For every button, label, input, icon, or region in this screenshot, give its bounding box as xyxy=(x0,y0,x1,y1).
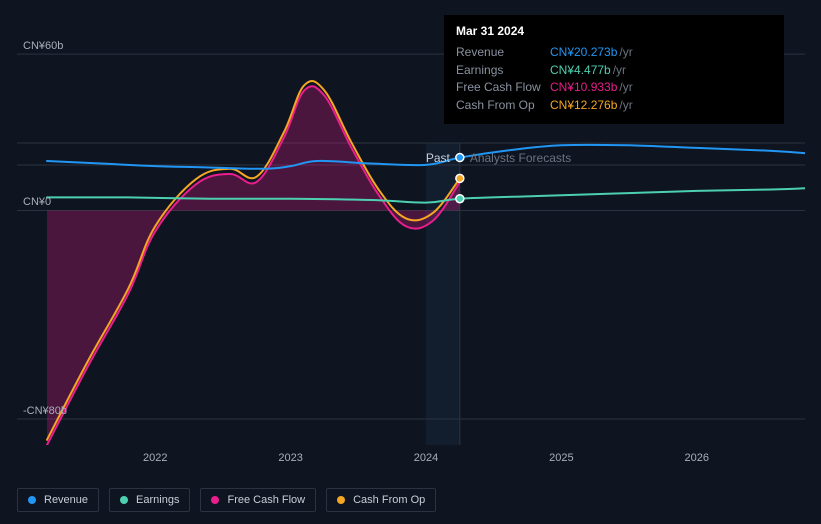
legend-dot-icon xyxy=(28,496,36,504)
financials-chart: Mar 31 2024 Revenue CN¥20.273b /yr Earni… xyxy=(17,15,805,475)
tooltip-label: Revenue xyxy=(456,44,550,61)
tooltip-value: CN¥4.477b xyxy=(550,62,611,79)
x-tick-label: 2024 xyxy=(414,452,438,464)
tooltip-value: CN¥10.933b xyxy=(550,79,617,96)
tooltip-label: Earnings xyxy=(456,62,550,79)
tooltip-unit: /yr xyxy=(619,44,632,61)
tooltip-row-fcf: Free Cash Flow CN¥10.933b /yr xyxy=(456,79,772,96)
legend-dot-icon xyxy=(337,496,345,504)
tooltip-value: CN¥12.276b xyxy=(550,97,617,114)
tooltip-label: Free Cash Flow xyxy=(456,79,550,96)
x-axis-labels: 2022 2023 2024 2025 2026 xyxy=(17,452,805,468)
x-tick-label: 2026 xyxy=(684,452,708,464)
tooltip-unit: /yr xyxy=(619,79,632,96)
chart-legend: Revenue Earnings Free Cash Flow Cash Fro… xyxy=(17,488,436,512)
legend-label: Earnings xyxy=(136,494,179,506)
legend-item-earnings[interactable]: Earnings xyxy=(109,488,190,512)
past-region-label: Past xyxy=(426,151,450,165)
tooltip-title: Mar 31 2024 xyxy=(456,23,772,40)
y-tick-label: CN¥0 xyxy=(23,196,51,208)
legend-dot-icon xyxy=(120,496,128,504)
legend-item-revenue[interactable]: Revenue xyxy=(17,488,99,512)
legend-label: Free Cash Flow xyxy=(227,494,305,506)
legend-dot-icon xyxy=(211,496,219,504)
tooltip-row-revenue: Revenue CN¥20.273b /yr xyxy=(456,44,772,61)
legend-label: Revenue xyxy=(44,494,88,506)
tooltip-unit: /yr xyxy=(613,62,626,79)
legend-item-cfo[interactable]: Cash From Op xyxy=(326,488,436,512)
tooltip-unit: /yr xyxy=(619,97,632,114)
forecast-region-label: Analysts Forecasts xyxy=(470,151,571,165)
legend-item-fcf[interactable]: Free Cash Flow xyxy=(200,488,316,512)
x-tick-label: 2025 xyxy=(549,452,573,464)
tooltip-row-earnings: Earnings CN¥4.477b /yr xyxy=(456,62,772,79)
y-tick-label: -CN¥80b xyxy=(23,405,67,417)
x-tick-label: 2022 xyxy=(143,452,167,464)
x-tick-label: 2023 xyxy=(278,452,302,464)
chart-tooltip: Mar 31 2024 Revenue CN¥20.273b /yr Earni… xyxy=(444,15,784,124)
legend-label: Cash From Op xyxy=(353,494,425,506)
tooltip-row-cfo: Cash From Op CN¥12.276b /yr xyxy=(456,97,772,114)
tooltip-label: Cash From Op xyxy=(456,97,550,114)
tooltip-value: CN¥20.273b xyxy=(550,44,617,61)
y-tick-label: CN¥60b xyxy=(23,40,63,52)
